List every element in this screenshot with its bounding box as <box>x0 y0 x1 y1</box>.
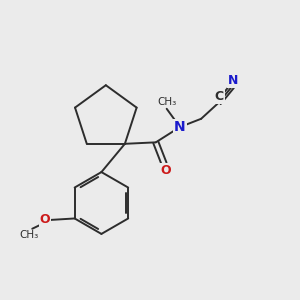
Text: CH₃: CH₃ <box>157 97 176 107</box>
Text: N: N <box>227 74 238 87</box>
Text: O: O <box>39 213 50 226</box>
Text: C: C <box>215 90 224 103</box>
Text: N: N <box>174 120 186 134</box>
Text: O: O <box>160 164 170 176</box>
Text: CH₃: CH₃ <box>20 230 39 240</box>
